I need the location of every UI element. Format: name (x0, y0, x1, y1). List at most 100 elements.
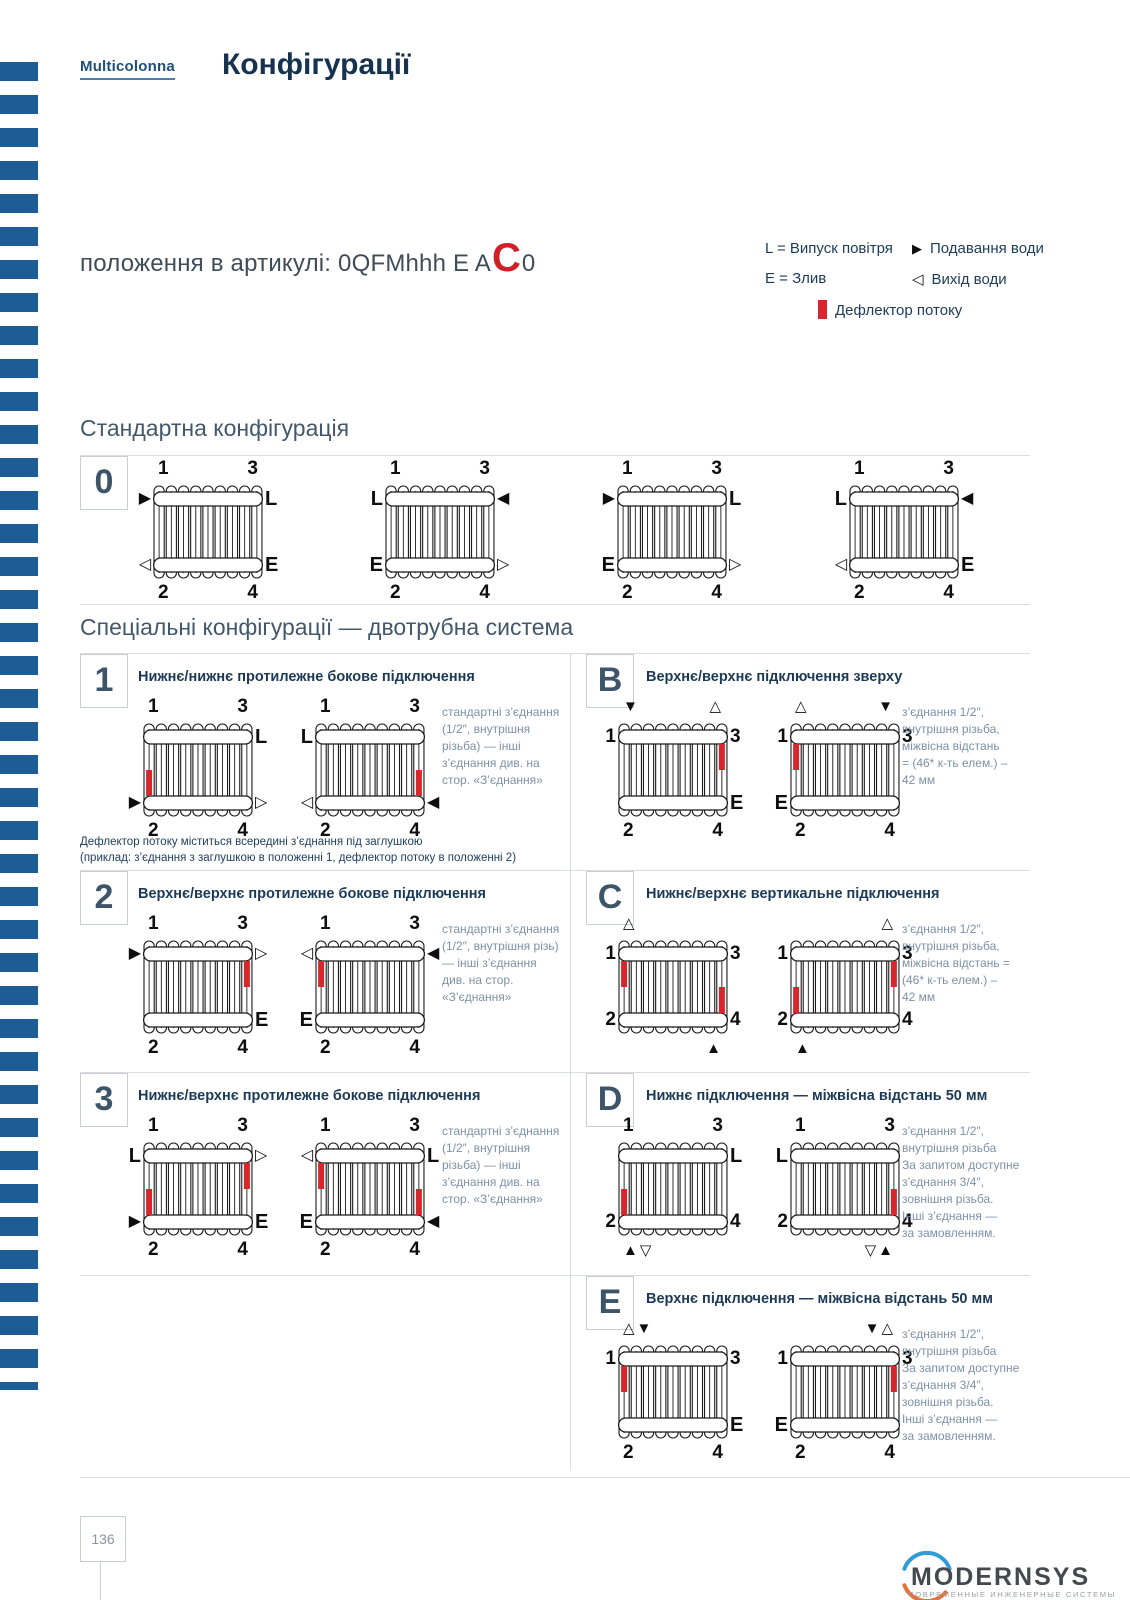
port-letter: L (265, 488, 278, 510)
port-number: 1 (148, 913, 159, 934)
port-number: 4 (409, 820, 420, 841)
flow-arrow-icon: ◁ (300, 945, 313, 962)
radiator-svg (143, 940, 253, 1034)
port-number: 3 (409, 913, 420, 934)
radiator-diagram: 1 3 2 4 L ◀ ◁ E (824, 456, 984, 606)
section-diagrams: 1 3 2 4 ▶ ▷ E 1 3 2 4 ◁ ◀ E (118, 911, 450, 1061)
page-title: Конфігурації (222, 48, 411, 81)
port-number: 4 (902, 1009, 913, 1030)
deflector-bar (890, 961, 897, 987)
radiator-svg (385, 485, 495, 579)
port-number: 4 (247, 582, 258, 603)
port-letter: E (369, 554, 383, 576)
port-number: 1 (148, 1115, 159, 1136)
port-letter: E (299, 1211, 313, 1233)
section-badge: 3 (80, 1073, 128, 1127)
radiator-svg (618, 1345, 728, 1439)
port-number: 1 (777, 1348, 788, 1369)
flow-arrow-icon: ▶ (128, 1213, 141, 1230)
port-number: 3 (730, 726, 741, 747)
flow-arrow-icon: ▼ (878, 698, 895, 715)
flow-arrow-icon: △▼ (623, 1320, 654, 1337)
deflector-bar (146, 1189, 153, 1215)
radiator-svg (143, 1142, 253, 1236)
flow-arrow-icon: △ (795, 698, 809, 715)
port-number: 4 (730, 1009, 741, 1030)
section-title: Нижнє/нижнє протилежне бокове підключенн… (138, 669, 475, 685)
section-title: Нижнє підключення — міжвісна відстань 50… (646, 1088, 988, 1104)
port-number: 3 (730, 943, 741, 964)
logo-blue-arc (902, 1550, 952, 1571)
standard-radiators: 1 3 2 4 ▶ L ◁ E 1 3 2 4 L ◀ E ▷ 1 3 2 4 ▶ L E ▷ 1 3 2 4 L ◀ ◁ E (128, 456, 984, 606)
radiator-diagram: 1 3 2 4 L ◁ ◀ (290, 694, 450, 844)
radiator-diagram: 1 3 2 4 L ▷ ▶ E (118, 1113, 278, 1263)
radiator-diagram: 1 3 2 4 ◁ L E ◀ (290, 1113, 450, 1263)
port-number: 4 (730, 1211, 741, 1232)
deflector-bar (318, 1163, 325, 1189)
port-number: 1 (777, 726, 788, 747)
port-letter: L (427, 1145, 440, 1167)
legend-deflector-label: Дефлектор потоку (835, 302, 963, 319)
special-configurations-grid: 1 Нижнє/нижнє протилежне бокове підключен… (80, 653, 1030, 1470)
port-number: 3 (902, 1348, 913, 1369)
section-title: Нижнє/верхнє протилежне бокове підключен… (138, 1088, 481, 1104)
flow-arrow-icon: ▽▲ (864, 1242, 895, 1259)
port-number: 4 (884, 820, 895, 841)
section-diagrams: 1 3 2 4 E ▼ △ 1 3 2 4 E △ ▼ (593, 694, 925, 844)
section-note: стандартні з’єднання (1/2″, внутрішня рі… (442, 922, 560, 1005)
port-number: 2 (777, 1211, 788, 1232)
deflector-bar (415, 1189, 422, 1215)
port-number: 4 (237, 820, 248, 841)
footer-divider (80, 1477, 1130, 1478)
port-number: 3 (730, 1348, 741, 1369)
page-number: 136 (80, 1516, 126, 1562)
deflector-bar (718, 987, 725, 1013)
deflector-bar (718, 744, 725, 770)
port-number: 2 (605, 1211, 616, 1232)
port-letter: L (730, 1145, 743, 1167)
article-suffix: 0 (521, 250, 536, 277)
flow-arrow-icon: ◁ (138, 556, 151, 573)
radiator-svg (849, 485, 959, 579)
standard-configuration-row: 0 1 3 2 4 ▶ L ◁ E 1 3 2 4 L ◀ E ▷ 1 3 2 4 ▶ L E ▷ 1 3 2 4 L ◀ ◁ E (80, 455, 1030, 616)
port-letter: L (300, 726, 313, 748)
section-diagrams: 1 3 2 4 L ▶ ▷ 1 3 2 4 L ◁ ◀ (118, 694, 450, 844)
flow-arrow-icon: ▷ (255, 794, 268, 811)
port-number: 3 (884, 1115, 895, 1136)
port-letter: E (265, 554, 279, 576)
legend-drain: E = Злив (765, 270, 827, 287)
brand-label: Multicolonna (80, 58, 175, 80)
deflector-bar (890, 1189, 897, 1215)
port-letter: E (730, 792, 744, 814)
port-letter: E (601, 554, 615, 576)
radiator-svg (153, 485, 263, 579)
port-number: 1 (320, 696, 331, 717)
radiator-diagram: 1 3 2 4 E ▼△ (765, 1316, 925, 1466)
deflector-bar (890, 1366, 897, 1392)
port-number: 1 (605, 1348, 616, 1369)
port-number: 2 (623, 1442, 634, 1463)
radiator-diagram: 1 3 2 4 △ ▲ (765, 911, 925, 1061)
modernsys-logo-svg: MODERNSYS СОВРЕМЕННЫЕ ИНЖЕНЕРНЫЕ СИСТЕМЫ (902, 1550, 1116, 1600)
legend-supply-label: Подавання води (930, 240, 1044, 257)
deflector-bar (793, 744, 800, 770)
flow-arrow-icon: ▶ (128, 945, 141, 962)
section-footnote: Дефлектор потоку міститься всередині з’є… (80, 835, 517, 864)
port-number: 4 (902, 1211, 913, 1232)
section-E: E Верхнє підключення — міжвісна відстань … (570, 1275, 1030, 1470)
legend-supply: ▶ Подавання води (912, 240, 1044, 257)
section-title: Нижнє/верхнє вертикальне підключення (646, 886, 940, 902)
deflector-bar (621, 1366, 628, 1392)
radiator-diagram: 1 3 2 4 L ▲▽ (593, 1113, 753, 1263)
logo-tagline: СОВРЕМЕННЫЕ ИНЖЕНЕРНЫЕ СИСТЕМЫ (908, 1590, 1116, 1599)
section-diagrams: 1 3 2 4 E △▼ 1 3 2 4 E ▼△ (593, 1316, 925, 1466)
flow-arrow-icon: ▶ (602, 490, 615, 507)
port-letter: E (255, 1009, 269, 1031)
special-heading: Спеціальні конфігурації — двотрубна сист… (80, 614, 574, 640)
section-note: стандартні з’єднання (1/2″, внутрішня рі… (442, 705, 560, 788)
section-D: D Нижнє підключення — міжвісна відстань 5… (570, 1072, 1030, 1275)
port-number: 3 (712, 1115, 723, 1136)
port-letter: E (255, 1211, 269, 1233)
port-number: 3 (479, 458, 490, 479)
